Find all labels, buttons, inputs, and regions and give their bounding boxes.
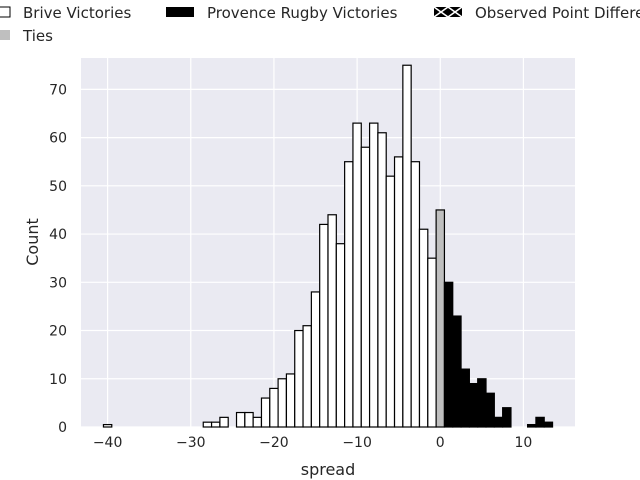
bar-brive-victories: [310, 291, 321, 428]
legend-item-brive: Brive Victories: [0, 4, 131, 22]
bar-provence-rugby-victories: [468, 382, 479, 428]
bar-provence-rugby-victories: [443, 281, 454, 428]
bar-brive-victories: [410, 161, 421, 428]
bar-brive-victories: [402, 64, 412, 428]
legend-label-ties: Ties: [22, 27, 53, 45]
bar-brive-victories: [319, 223, 329, 428]
legend-label-brive: Brive Victories: [23, 4, 131, 22]
legend-item-provence: Provence Rugby Victories: [166, 4, 398, 22]
y-tick-label: 20: [49, 324, 67, 340]
bar-provence-rugby-victories: [543, 421, 554, 428]
x-tick-label: −30: [176, 435, 206, 451]
bar-brive-victories: [385, 175, 396, 428]
bar-brive-victories: [344, 161, 354, 428]
legend-swatch-provence: [166, 7, 194, 17]
legend-swatch-observed: [434, 7, 462, 17]
bars: [102, 64, 554, 428]
x-tick-label: −10: [342, 435, 372, 451]
bar-provence-rugby-victories: [485, 392, 495, 428]
bar-provence-rugby-victories: [526, 423, 537, 428]
legend: Brive Victories Provence Rugby Victories…: [0, 4, 640, 45]
bar-brive-victories: [285, 373, 296, 428]
bar-brive-victories: [219, 416, 229, 428]
bar-provence-rugby-victories: [452, 315, 462, 428]
legend-swatch-brive: [0, 6, 11, 18]
y-axis-label: Count: [23, 218, 42, 266]
bar-brive-victories: [418, 228, 429, 428]
x-tick-label: −20: [259, 435, 289, 451]
bar-brive-victories: [427, 257, 437, 428]
bar-brive-victories: [393, 156, 404, 428]
bar-brive-victories: [302, 325, 312, 428]
bar-brive-victories: [277, 378, 288, 428]
x-tick-label: 0: [436, 435, 445, 451]
y-tick-label: 70: [49, 82, 67, 98]
bar-provence-rugby-victories: [502, 407, 512, 428]
bar-provence-rugby-victories: [460, 368, 470, 428]
bar-brive-victories: [335, 243, 346, 428]
legend-swatch-observed-hatch: [433, 6, 463, 18]
y-tick-label: 50: [49, 179, 67, 195]
y-tick-label: 30: [49, 275, 67, 291]
bar-brive-victories: [352, 122, 362, 428]
y-tick-label: 10: [49, 372, 67, 388]
y-tick-label: 40: [49, 227, 67, 243]
y-tick-label: 0: [58, 420, 67, 436]
x-tick-label: −40: [93, 435, 123, 451]
y-tick-label: 60: [49, 131, 67, 147]
bar-brive-victories: [244, 411, 254, 428]
y-axis-ticks: 0 10 20 30 40 50 60 70: [49, 82, 67, 436]
bar-brive-victories: [377, 132, 387, 428]
bar-brive-victories: [368, 122, 379, 428]
bar-brive-victories: [260, 397, 271, 428]
bar-provence-rugby-victories: [477, 378, 487, 428]
legend-label-provence: Provence Rugby Victories: [207, 4, 398, 22]
bar-brive-victories: [202, 421, 213, 428]
bar-brive-victories: [360, 146, 371, 428]
legend-swatch-ties: [0, 30, 10, 40]
bar-brive-victories: [327, 214, 337, 428]
bar-brive-victories: [252, 416, 263, 428]
x-axis-label: spread: [301, 460, 356, 479]
legend-item-observed: Observed Point Differential: [433, 4, 640, 22]
bar-provence-rugby-victories: [493, 416, 504, 428]
x-axis-ticks: −40 −30 −20 −10 0 10: [93, 435, 533, 451]
legend-label-observed: Observed Point Differential: [475, 4, 640, 22]
bar-brive-victories: [235, 411, 246, 428]
bar-ties: [435, 209, 446, 428]
legend-item-ties: Ties: [0, 27, 53, 45]
bar-brive-victories: [210, 421, 221, 428]
bar-brive-victories: [269, 387, 279, 428]
bar-provence-rugby-victories: [535, 416, 545, 428]
x-tick-label: 10: [515, 435, 533, 451]
bar-brive-victories: [102, 423, 113, 428]
bar-brive-victories: [294, 329, 304, 428]
